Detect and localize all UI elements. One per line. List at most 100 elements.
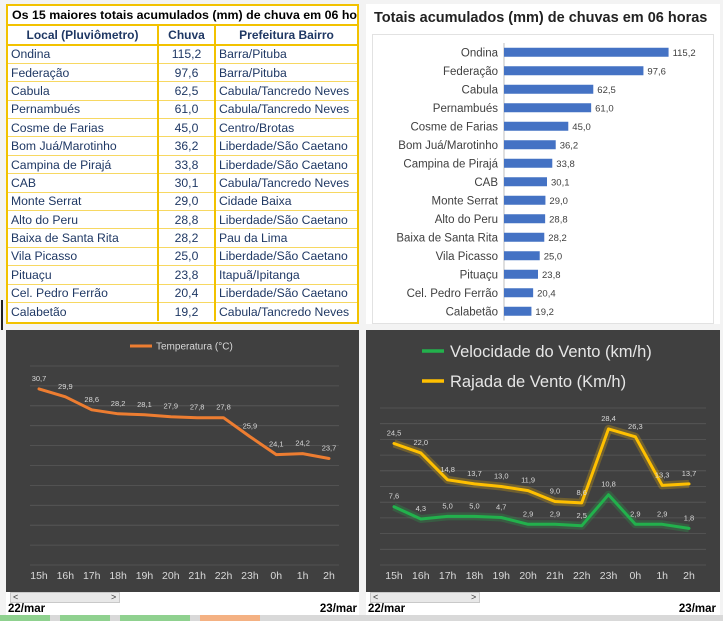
bar-category-label: CAB	[474, 177, 498, 189]
bar	[504, 251, 540, 261]
scroll-right-arrow[interactable]: >	[471, 592, 477, 602]
sheet-tab[interactable]	[0, 615, 50, 621]
data-label: 25,9	[243, 422, 258, 431]
bar	[504, 121, 569, 131]
table-row: Pituaçu 23,8 Itapuã/Ipitanga	[8, 265, 357, 285]
bar-value-label: 62,5	[597, 85, 616, 96]
cell-local: Cabula	[8, 81, 159, 101]
series-glow	[392, 424, 690, 507]
bar-category-label: Federação	[443, 66, 498, 78]
x-tick-label: 21h	[546, 570, 564, 582]
data-label: 13,3	[655, 470, 670, 479]
temperature-chart-panel: 15h 16h 17h 18h 19h 20h 21h 22h 23h 0h 1h 2h 30,7 29,…	[6, 330, 359, 592]
x-tick-label: 0h	[270, 570, 282, 582]
data-label: 4,3	[416, 504, 426, 513]
cell-chuva: 28,2	[158, 228, 216, 248]
data-label: 2,9	[657, 509, 667, 518]
bar-value-label: 61,0	[595, 103, 614, 114]
rainfall-table-panel: Os 15 maiores totais acumulados (mm) de …	[6, 4, 359, 324]
sheet-tab[interactable]	[60, 615, 110, 621]
scroll-left-arrow[interactable]: <	[13, 592, 19, 602]
cell-chuva: 19,2	[158, 302, 216, 321]
cell-chuva: 25,0	[158, 247, 216, 267]
cell-local: Monte Serrat	[8, 192, 159, 212]
data-label: 13,7	[682, 469, 697, 478]
data-label: 28,2	[111, 399, 126, 408]
horizontal-scrollbar[interactable]: < >	[10, 592, 120, 603]
scroll-right-arrow[interactable]: >	[111, 592, 117, 602]
table-row: Cosme de Farias 45,0 Centro/Brotas	[8, 118, 357, 138]
data-label: 27,8	[190, 403, 205, 412]
scroll-left-arrow[interactable]: <	[373, 592, 379, 602]
col-header-chuva: Chuva	[158, 26, 216, 46]
bar	[504, 158, 553, 168]
bar-value-label: 30,1	[551, 177, 570, 188]
x-tick-label: 19h	[136, 570, 154, 582]
table-row: Monte Serrat 29,0 Cidade Baixa	[8, 192, 357, 212]
bar-value-label: 20,4	[537, 288, 556, 299]
cell-prefeitura: Cabula/Tancredo Neves	[215, 100, 357, 120]
cell-local: Baixa de Santa Rita	[8, 228, 159, 248]
bar	[504, 288, 534, 298]
bar	[504, 269, 538, 279]
bar	[504, 140, 556, 150]
table-row: Ondina 115,2 Barra/Pituba	[8, 45, 357, 64]
bar-value-label: 25,0	[544, 251, 563, 262]
cell-chuva: 45,0	[158, 118, 216, 138]
rainfall-table: Local (Pluviômetro) Chuva Prefeitura Bai…	[8, 26, 357, 321]
x-tick-label: 15h	[385, 570, 403, 582]
data-label: 9,0	[550, 486, 560, 495]
bar-value-label: 97,6	[647, 66, 666, 77]
series-line	[392, 427, 691, 505]
cell-prefeitura: Barra/Pituba	[215, 63, 357, 83]
cell-prefeitura: Pau da Lima	[215, 228, 357, 248]
cell-chuva: 62,5	[158, 81, 216, 101]
x-tick-label: 17h	[83, 570, 101, 582]
x-tick-label: 0h	[630, 570, 642, 582]
bar-chart-title: Totais acumulados (mm) de chuvas em 06 h…	[374, 10, 708, 26]
table-row: Baixa de Santa Rita 28,2 Pau da Lima	[8, 228, 357, 248]
data-label: 30,7	[32, 374, 47, 383]
bar-category-label: Cabula	[462, 84, 499, 96]
x-tick-label: 17h	[439, 570, 457, 582]
sheet-tab[interactable]	[120, 615, 190, 621]
data-label: 5,0	[442, 501, 452, 510]
x-tick-label: 1h	[656, 570, 668, 582]
table-row: Federação 97,6 Barra/Pituba	[8, 63, 357, 83]
x-tick-label: 1h	[297, 570, 309, 582]
bar-category-label: Cel. Pedro Ferrão	[407, 288, 498, 300]
x-tick-label: 15h	[30, 570, 48, 582]
data-label: 10,8	[601, 480, 616, 489]
cell-prefeitura: Cabula/Tancredo Neves	[219, 304, 350, 319]
cell-local: CAB	[8, 173, 159, 193]
cell-chuva: 20,4	[158, 284, 216, 303]
cell-prefeitura: Liberdade/São Caetano	[215, 136, 357, 156]
series-line	[37, 387, 331, 460]
data-label: 24,2	[295, 439, 310, 448]
data-label: 27,8	[216, 403, 231, 412]
cell-local: Cel. Pedro Ferrão	[8, 284, 159, 303]
cell-chuva: 61,0	[158, 100, 216, 120]
bar	[504, 195, 546, 205]
bar-category-label: Cosme de Farias	[410, 121, 498, 133]
cell-chuva: 115,2	[158, 45, 216, 64]
bar-category-label: Calabetão	[446, 306, 498, 318]
x-tick-label: 16h	[57, 570, 75, 582]
data-label: 4,7	[496, 503, 506, 512]
data-label: 14,8	[440, 465, 455, 474]
legend-label: Temperatura (°C)	[156, 342, 233, 353]
bar	[504, 232, 545, 242]
x-tick-label: 22h	[573, 570, 591, 582]
sheet-tab[interactable]	[200, 615, 260, 621]
col-header-local: Local (Pluviômetro)	[8, 26, 159, 46]
left-footer: < > 22/mar 23/mar	[6, 592, 359, 616]
bar	[504, 103, 592, 113]
legend-label: Velocidade do Vento (km/h)	[450, 343, 652, 361]
bar-category-label: Pernambués	[433, 103, 498, 115]
table-body: Ondina 115,2 Barra/Pituba Federação 97,6 Barr…	[8, 45, 357, 321]
col-header-prefeitura: Prefeitura Bairro	[215, 26, 357, 46]
horizontal-scrollbar[interactable]: < >	[370, 592, 480, 603]
data-label: 24,5	[387, 429, 402, 438]
cell-local: Cosme de Farias	[8, 118, 159, 138]
